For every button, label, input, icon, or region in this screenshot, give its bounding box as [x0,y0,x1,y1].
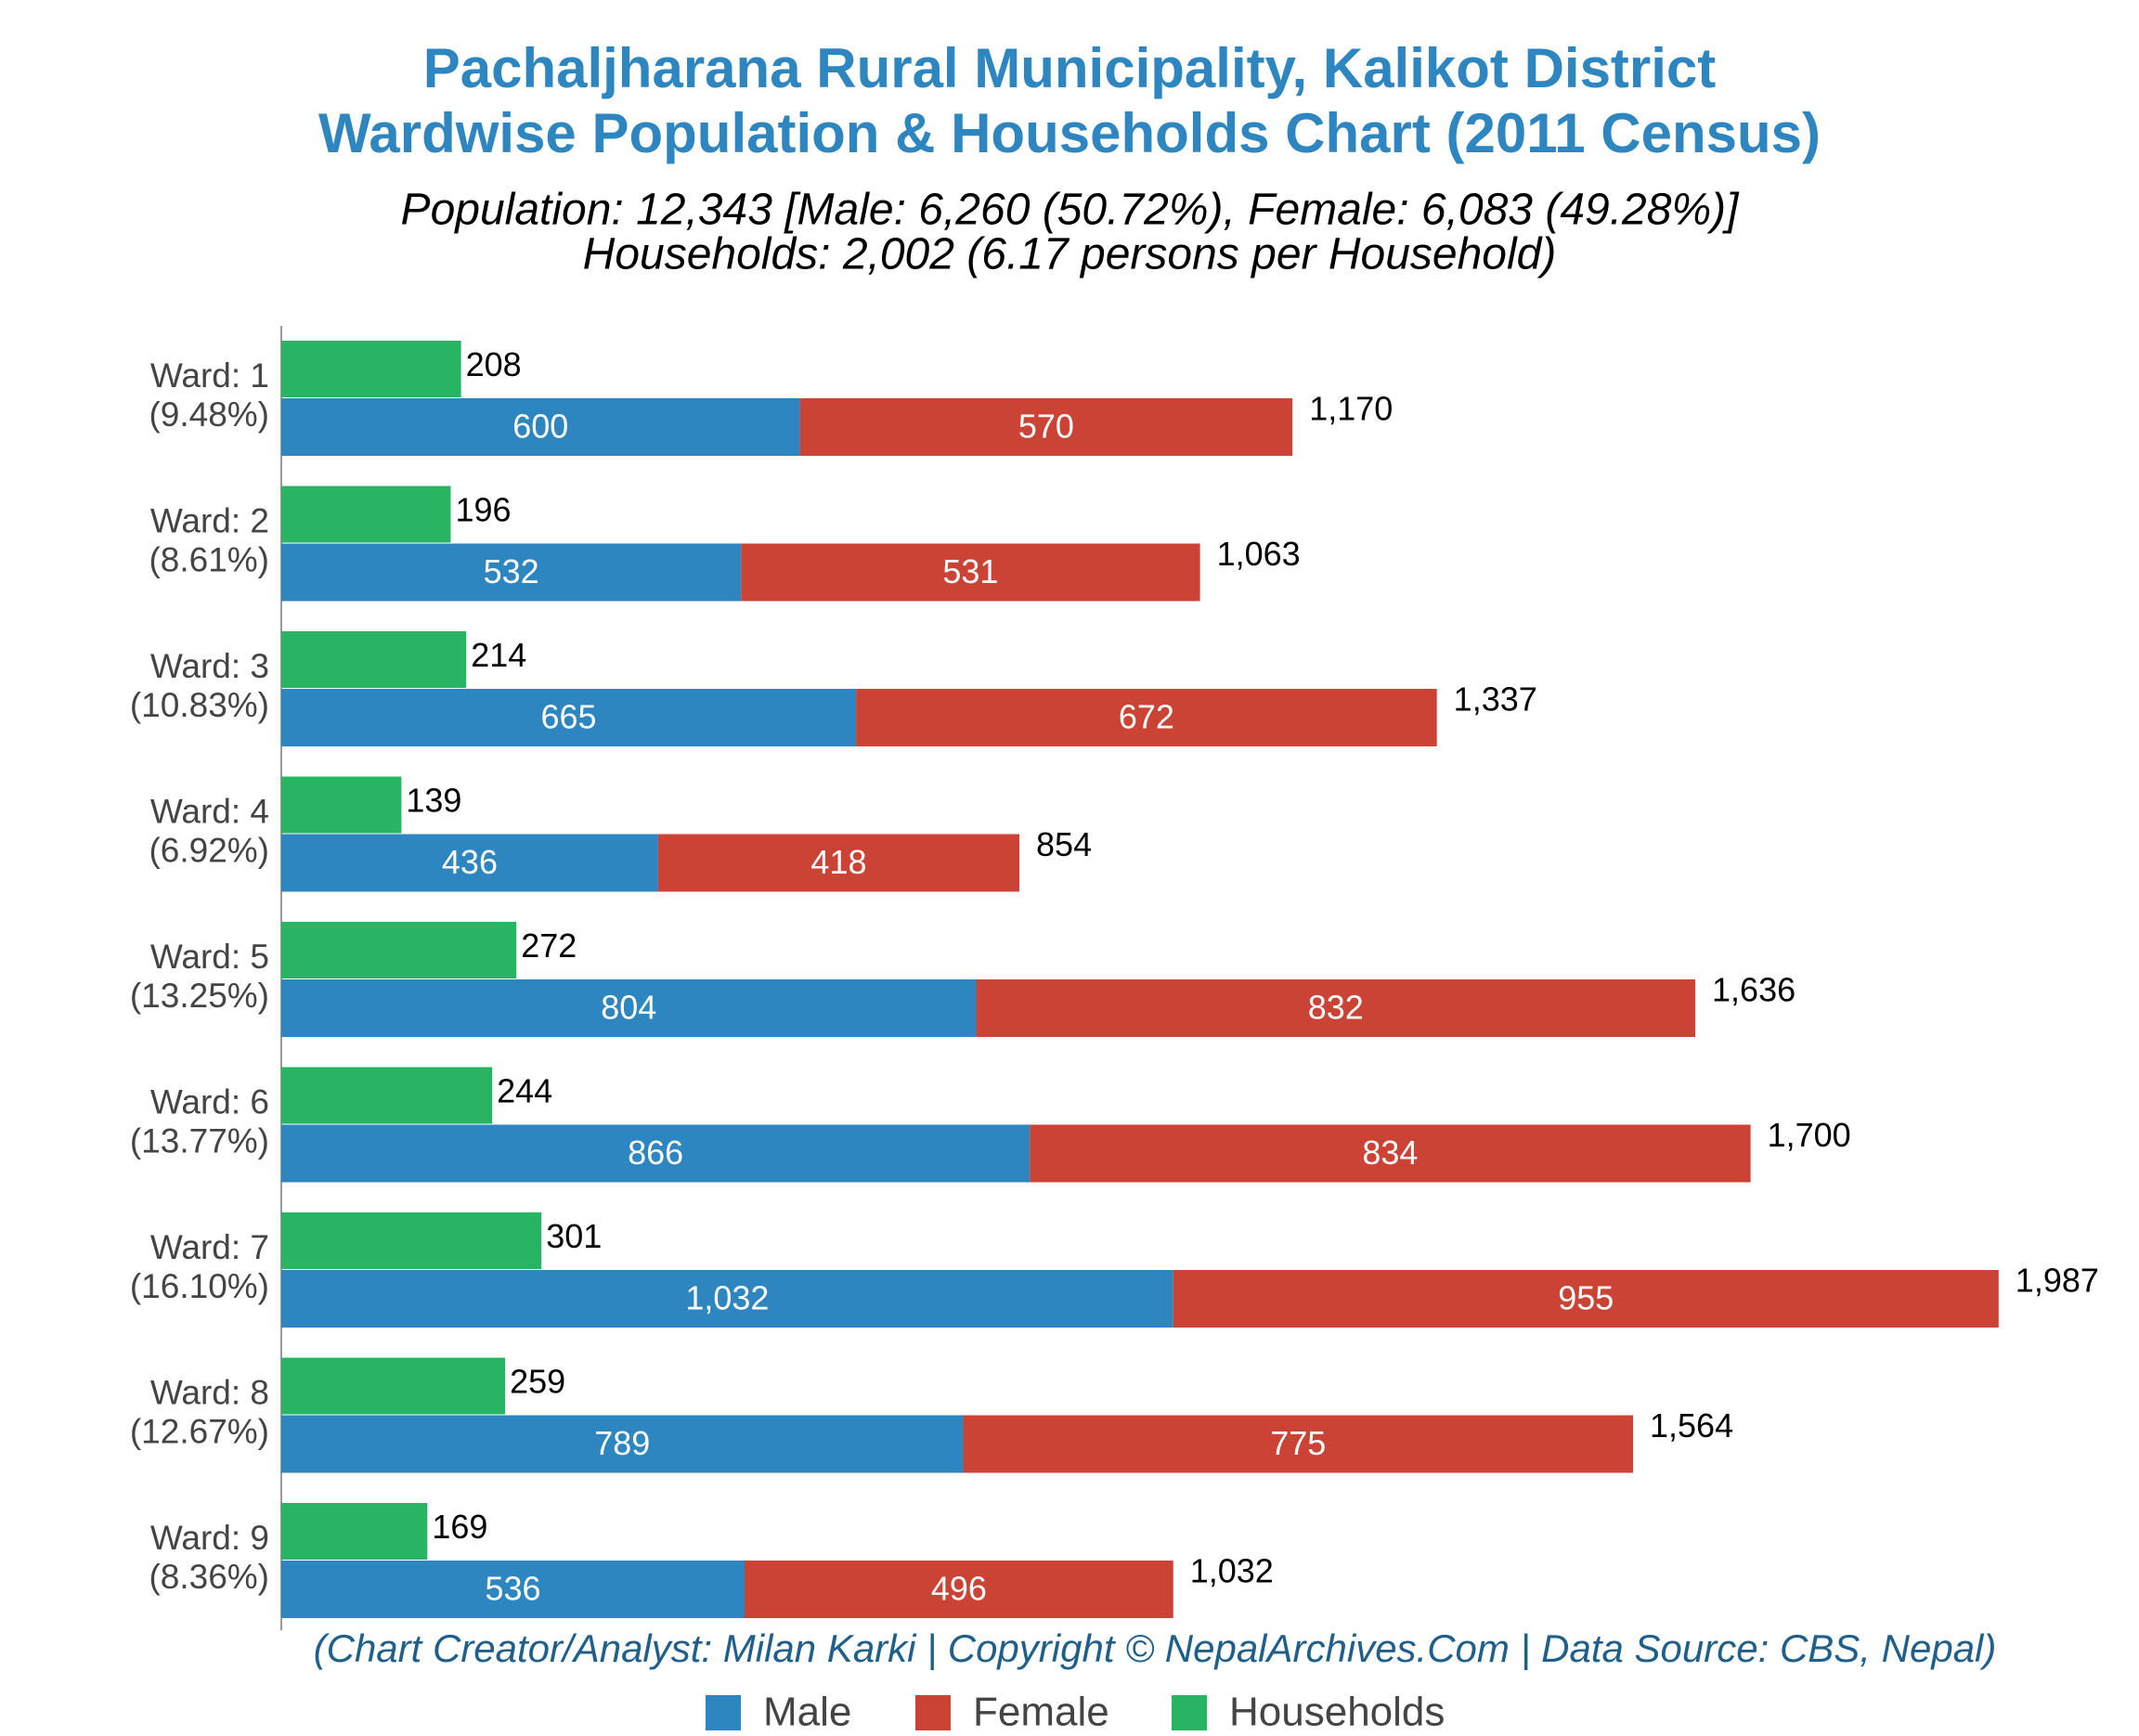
data-label: 496 [931,1570,987,1608]
data-label: 532 [484,552,539,590]
bar [744,1561,1173,1618]
bar [281,1561,745,1618]
bar [741,543,1200,602]
category-share: (12.67%) [130,1412,269,1450]
data-label: 955 [1558,1279,1614,1317]
legend-swatch [915,1695,951,1730]
data-label: 570 [1018,408,1074,446]
bar [281,1357,506,1415]
category-label: Ward: 1 [150,356,269,395]
total-label: 1,700 [1768,1116,1851,1154]
data-label: 834 [1362,1134,1418,1172]
category-share: (13.77%) [130,1121,269,1159]
bar [281,631,467,688]
data-label: 196 [455,491,511,529]
data-label: 775 [1270,1424,1326,1462]
category-label: Ward: 8 [150,1373,269,1411]
data-label: 214 [471,636,526,674]
bar [281,398,800,456]
category-share: (9.48%) [149,395,269,434]
bar [281,486,451,543]
chart-subtitle: Population: 12,343 [Male: 6,260 (50.72%)… [401,186,1741,235]
bar [281,689,857,746]
bar [281,1124,1031,1183]
category-share: (8.36%) [149,1558,269,1596]
data-label: 169 [432,1508,487,1546]
chart-title: Wardwise Population & Households Chart (… [318,102,1821,164]
total-label: 1,170 [1309,390,1393,428]
category-label: Ward: 2 [150,501,269,539]
data-label: 536 [485,1570,540,1608]
category-label: Ward: 7 [150,1228,269,1266]
total-label: 1,032 [1190,1552,1274,1590]
data-label: 789 [594,1424,650,1462]
data-label: 600 [512,408,568,446]
bar [281,979,977,1037]
bar [1030,1124,1751,1183]
chart-title: Pachaljharana Rural Municipality, Kaliko… [423,37,1717,99]
data-label: 665 [541,698,597,736]
data-label: 804 [601,989,656,1027]
total-label: 1,636 [1712,971,1795,1009]
legend-label: Households [1229,1690,1445,1735]
total-label: 1,564 [1650,1406,1733,1445]
data-label: 259 [510,1363,565,1401]
category-label: Ward: 4 [150,792,269,830]
data-label: 139 [406,782,461,820]
category-share: (6.92%) [149,831,269,869]
category-label: Ward: 6 [150,1082,269,1121]
category-share: (10.83%) [130,686,269,724]
bar [1173,1270,1999,1328]
bar [281,1503,428,1560]
legend-label: Male [763,1690,851,1735]
bar [281,834,658,892]
total-label: 1,337 [1454,680,1537,719]
category-label: Ward: 3 [150,647,269,685]
chart-subtitle: Households: 2,002 (6.17 persons per Hous… [583,230,1557,279]
data-label: 1,032 [685,1279,769,1317]
data-label: 832 [1308,989,1364,1027]
bar [281,1270,1173,1328]
credit: (Chart Creator/Analyst: Milan Karki | Co… [314,1626,1997,1671]
bar [963,1415,1634,1473]
data-label: 244 [497,1072,552,1110]
category-share: (16.10%) [130,1267,269,1305]
total-label: 1,063 [1217,535,1301,573]
data-label: 531 [942,552,998,590]
bar [281,543,742,602]
bar [856,689,1437,746]
category-label: Ward: 9 [150,1519,269,1557]
data-label: 866 [628,1134,683,1172]
bar [657,834,1020,892]
bar [799,398,1293,456]
category-share: (13.25%) [130,977,269,1015]
data-label: 418 [810,843,866,881]
category-share: (8.61%) [149,540,269,578]
bar [281,776,402,834]
legend-swatch [1172,1695,1207,1730]
data-label: 272 [521,926,577,965]
total-label: 1,987 [2016,1262,2099,1300]
bar [281,1212,542,1269]
data-label: 208 [466,345,522,383]
data-label: 301 [546,1217,602,1255]
category-label: Ward: 5 [150,938,269,976]
data-label: 436 [442,843,498,881]
bar [281,1415,964,1473]
bar [281,341,461,397]
bar [976,979,1696,1037]
bar [281,1067,493,1124]
data-label: 672 [1119,698,1174,736]
total-label: 854 [1036,825,1092,863]
legend-label: Female [973,1690,1109,1735]
legend-swatch [706,1695,741,1730]
bar [281,922,517,978]
